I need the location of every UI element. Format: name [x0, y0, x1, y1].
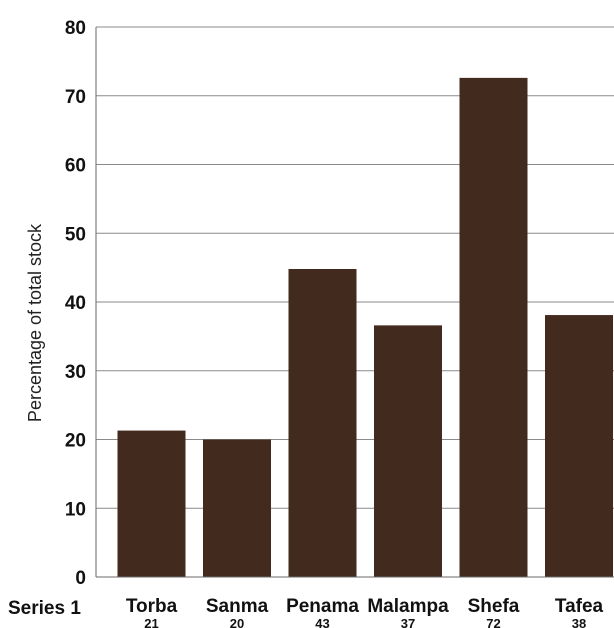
- series-name-label: Series 1: [8, 598, 81, 619]
- bar-penama: [288, 269, 357, 577]
- category-label: Shefa: [468, 596, 520, 617]
- bar-tafea: [545, 315, 613, 577]
- y-tick-label: 0: [75, 568, 86, 589]
- data-value-label: 43: [315, 616, 329, 628]
- bar-sanma: [203, 439, 271, 577]
- category-labels: Torba Sanma Penama Malampa Shefa Tafea: [126, 596, 604, 617]
- category-label: Torba: [126, 596, 178, 617]
- y-tick-label: 50: [65, 224, 86, 245]
- bar-shefa: [459, 77, 528, 577]
- data-value-label: 38: [572, 616, 586, 628]
- data-value-label: 72: [486, 616, 500, 628]
- bar-malampa: [374, 325, 442, 577]
- data-value-label: 37: [401, 616, 415, 628]
- y-tick-label: 10: [65, 499, 86, 520]
- axes: [95, 27, 614, 578]
- data-value-label: 21: [144, 616, 158, 628]
- category-label: Malampa: [367, 596, 449, 617]
- y-tick-label: 70: [65, 87, 86, 108]
- y-tick-label: 20: [65, 431, 86, 452]
- y-tick-label: 80: [65, 18, 86, 39]
- y-tick-labels: 0 10 20 30 40 50 60 70 80: [65, 18, 86, 589]
- bar-torba: [117, 430, 186, 577]
- y-axis-title: Percentage of total stock: [25, 223, 45, 422]
- y-tick-label: 40: [65, 293, 86, 314]
- y-tick-label: 30: [65, 362, 86, 383]
- value-labels: 21 20 43 37 72 38: [144, 616, 586, 628]
- category-label: Sanma: [206, 596, 269, 617]
- data-value-label: 20: [230, 616, 244, 628]
- bars: [117, 77, 613, 577]
- category-label: Tafea: [555, 596, 604, 617]
- y-tick-label: 60: [65, 156, 86, 177]
- category-label: Penama: [286, 596, 359, 617]
